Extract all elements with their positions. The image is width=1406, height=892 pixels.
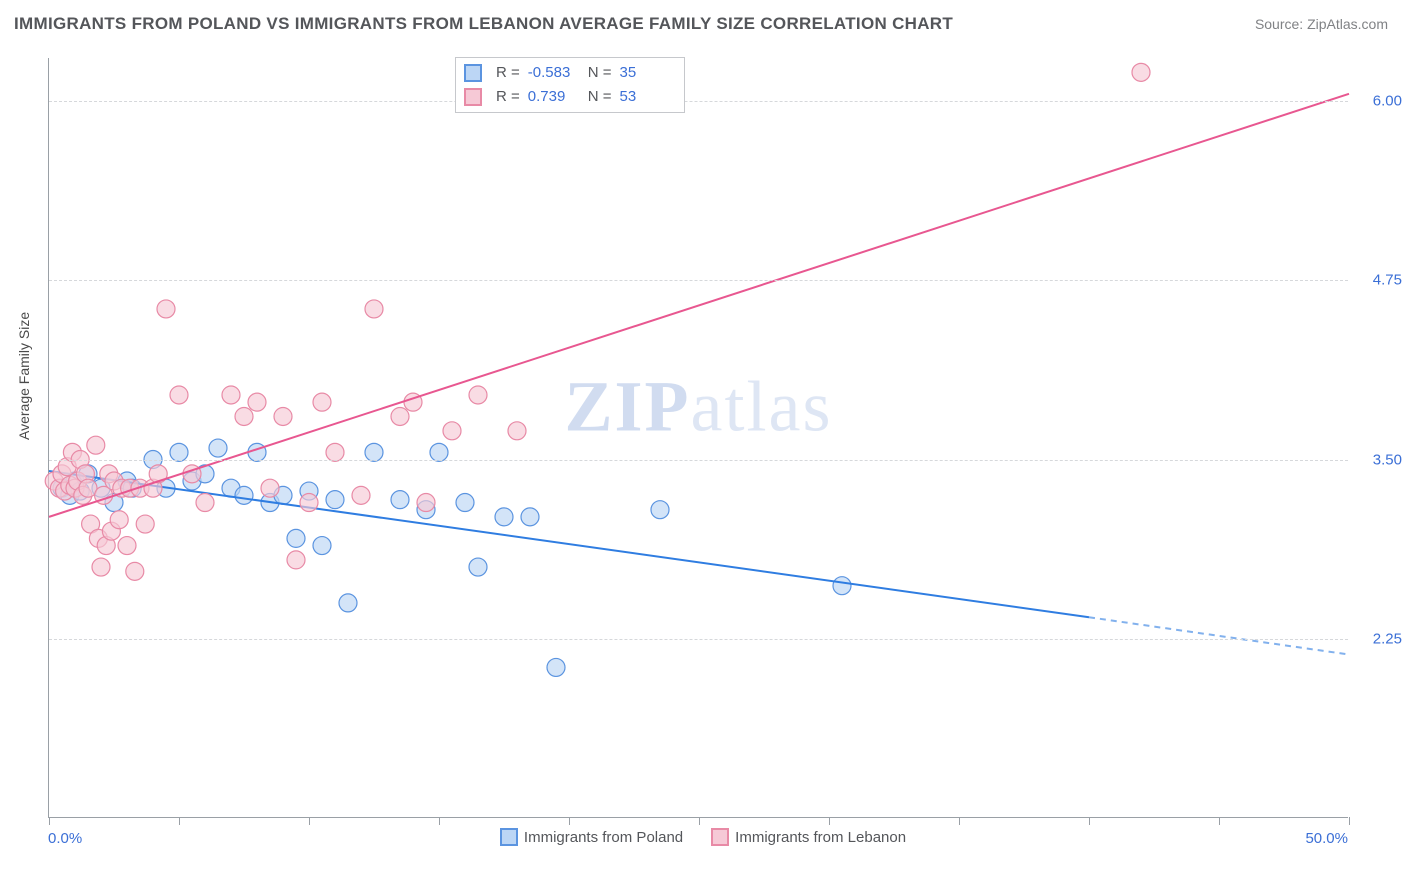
x-tick (569, 817, 570, 825)
legend-swatch (464, 88, 482, 106)
gridline (49, 280, 1348, 281)
y-tick-label: 6.00 (1373, 93, 1402, 110)
r-value: -0.583 (528, 61, 580, 85)
source-attribution: Source: ZipAtlas.com (1255, 16, 1388, 32)
r-value: 0.739 (528, 85, 580, 109)
gridline (49, 460, 1348, 461)
legend-swatch (711, 828, 729, 846)
x-tick (699, 817, 700, 825)
x-tick (829, 817, 830, 825)
legend-item: Immigrants from Lebanon (711, 828, 906, 846)
x-tick (1089, 817, 1090, 825)
legend-stat-row: R =0.739 N =53 (464, 85, 672, 109)
plot-svg (49, 58, 1348, 817)
x-tick (179, 817, 180, 825)
chart-title: IMMIGRANTS FROM POLAND VS IMMIGRANTS FRO… (14, 14, 953, 34)
n-value: 53 (620, 85, 672, 109)
y-axis-label: Average Family Size (16, 312, 32, 440)
x-tick (49, 817, 50, 825)
legend-label: Immigrants from Lebanon (735, 829, 906, 846)
legend-item: Immigrants from Poland (500, 828, 683, 846)
legend-swatch (464, 64, 482, 82)
x-tick (1219, 817, 1220, 825)
gridline (49, 101, 1348, 102)
legend-bottom: Immigrants from Poland Immigrants from Le… (0, 828, 1406, 850)
gridline (49, 639, 1348, 640)
legend-top-stats: R =-0.583 N =35 R =0.739 N =53 (455, 57, 685, 113)
y-tick-label: 4.75 (1373, 272, 1402, 289)
legend-stat-row: R =-0.583 N =35 (464, 61, 672, 85)
y-tick-label: 2.25 (1373, 630, 1402, 647)
n-value: 35 (620, 61, 672, 85)
x-tick (309, 817, 310, 825)
x-tick (959, 817, 960, 825)
x-tick (439, 817, 440, 825)
legend-label: Immigrants from Poland (524, 829, 683, 846)
chart-plot-area: ZIPatlas 2.253.504.756.00 (48, 58, 1348, 818)
legend-swatch (500, 828, 518, 846)
y-tick-label: 3.50 (1373, 451, 1402, 468)
x-tick (1349, 817, 1350, 825)
